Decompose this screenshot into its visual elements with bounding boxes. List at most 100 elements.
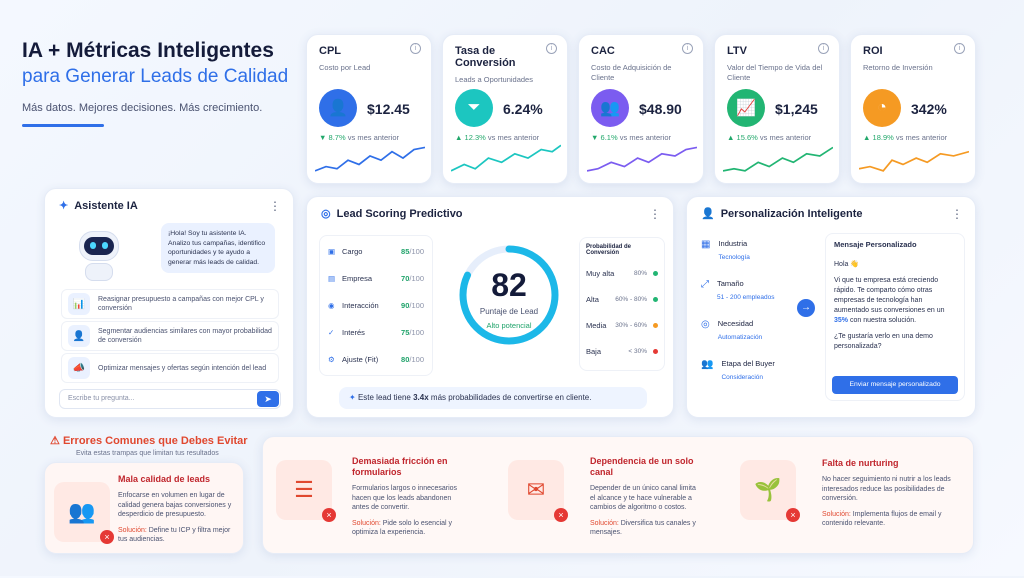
error-title: Dependencia de un solo canal	[590, 456, 694, 477]
sparkline	[451, 144, 561, 172]
more-options-icon[interactable]: ⋮	[649, 207, 661, 221]
criteria-row: ▤ Empresa 70/100	[328, 265, 424, 292]
page-subtitle: para Generar Leads de Calidad	[22, 66, 289, 87]
chart-icon: 📊	[68, 293, 90, 315]
error-desc: Enfocarse en volumen en lugar de calidad…	[118, 492, 232, 518]
criteria-score-value: 75	[401, 328, 410, 337]
scoring-title: Lead Scoring Predictivo	[336, 207, 463, 220]
info-icon[interactable]: i	[682, 43, 693, 54]
criteria-score-value: 70	[401, 274, 410, 283]
note-text: Este lead tiene	[357, 393, 411, 402]
kpi-value: $1,245	[775, 101, 818, 117]
message-title: Mensaje Personalizado	[834, 240, 917, 249]
expand-icon: ⤢	[701, 279, 709, 290]
megaphone-icon: 📣	[68, 357, 90, 379]
info-icon[interactable]: i	[954, 43, 965, 54]
more-options-icon[interactable]: ⋮	[951, 207, 963, 221]
note-text-end: más probabilidades de convertirse en cli…	[430, 393, 592, 402]
errors-card-group	[262, 436, 974, 554]
suggestion-item[interactable]: 📊 Reasignar presupuesto a campañas con me…	[61, 289, 279, 319]
info-icon[interactable]: i	[546, 43, 557, 54]
form-error-icon: ☰ ×	[276, 460, 336, 522]
criteria-label: Interacción	[342, 301, 379, 310]
attribute-value: Tecnología	[718, 254, 750, 261]
delta-arrow-icon: ▲	[727, 133, 735, 142]
kpi-title: CAC	[591, 45, 615, 57]
status-dot	[653, 348, 658, 354]
criteria-score-max: /100	[409, 301, 424, 310]
criteria-score-value: 80	[401, 355, 410, 364]
criteria-row: ◉ Interacción 90/100	[328, 292, 424, 319]
attribute-value: Automatización	[717, 334, 763, 341]
solution-text: Define tu ICP y filtra mejor tus audienc…	[118, 526, 231, 544]
kpi-card-cpl[interactable]: CPL Costo por Lead i 👤 $12.45 ▼ 8.7% vs …	[306, 34, 432, 184]
solution-label: Solución:	[118, 526, 147, 534]
kpi-title: LTV	[727, 45, 747, 57]
send-personal-message-button[interactable]: Enviar mensaje personalizado	[832, 376, 958, 394]
probability-label: Baja	[586, 346, 602, 356]
plant-icon: 🌱 ×	[740, 460, 800, 522]
kpi-subtitle: Costo de Adquisición de Cliente	[591, 63, 672, 82]
error-item: Mala calidad de leads Enfocarse en volume…	[118, 474, 238, 578]
error-x-icon: ×	[322, 508, 336, 522]
check-icon: ✓	[328, 328, 335, 337]
probability-row: Alta 60% - 80%	[586, 286, 658, 312]
kpi-card-ltv[interactable]: LTV Valor del Tiempo de Vida del Cliente…	[714, 34, 840, 184]
errors-title: Errores Comunes que Debes Evitar	[62, 435, 248, 447]
info-icon[interactable]: i	[410, 43, 421, 54]
error-title: Falta de nurturing	[822, 458, 899, 468]
kpi-card-roi[interactable]: ROI Retorno de Inversión i ◔ 342% ▲ 18.9…	[850, 34, 976, 184]
message-percent: 35%	[834, 317, 849, 324]
attribute-label: Industria	[718, 239, 748, 248]
probability-row: Muy alta 80%	[586, 260, 658, 286]
delta-value: 6.1%	[600, 133, 618, 142]
kpi-subtitle: Costo por Lead	[319, 63, 371, 72]
arrow-next-button[interactable]: →	[797, 299, 815, 317]
message-hello: Hola 👋	[834, 261, 860, 268]
kpi-card-cac[interactable]: CAC Costo de Adquisición de Cliente i 👥 …	[578, 34, 704, 184]
criteria-row: ▣ Cargo 85/100	[328, 238, 424, 265]
probability-label: Muy alta	[586, 268, 615, 278]
kpi-delta: ▼ 6.1% vs mes anterior	[591, 133, 671, 142]
kpi-subtitle: Valor del Tiempo de Vida del Cliente	[727, 63, 823, 82]
suggestion-item[interactable]: 📣 Optimizar mensajes y ofertas según inte…	[61, 353, 279, 383]
score-level: Alto potencial	[486, 321, 532, 330]
personal-attribute: ⤢ Tamaño 51 - 200 empleados	[695, 275, 791, 311]
suggestion-text: Segmentar audiencias similares con mayor…	[98, 328, 272, 344]
suggestion-item[interactable]: 👤 Segmentar audiencias similares con mayo…	[61, 321, 279, 351]
errors-header: ⚠ Errores Comunes que Debes Evitar	[50, 434, 248, 447]
error-solution: Solución: Define tu ICP y filtra mejor t…	[118, 526, 238, 545]
criteria-score-max: /100	[409, 247, 424, 256]
delta-arrow-icon: ▼	[319, 133, 327, 142]
kpi-delta: ▲ 18.9% vs mes anterior	[863, 133, 947, 142]
solution-label: Solución:	[590, 519, 619, 527]
briefcase-icon: ▣	[328, 247, 336, 256]
attribute-label: Tamaño	[717, 279, 744, 288]
chat-input[interactable]: Escribe tu pregunta...	[59, 389, 281, 409]
funnel-icon: ⏷	[455, 89, 493, 127]
suggestion-text: Optimizar mensajes y ofertas según inten…	[98, 364, 267, 372]
warning-icon: ⚠	[50, 435, 60, 447]
error-desc: No hacer seguimiento ni nutrir a los lea…	[822, 476, 951, 502]
building-icon: ▦	[701, 239, 711, 250]
more-options-icon[interactable]: ⋮	[269, 199, 281, 213]
delta-text: vs mes anterior	[895, 133, 948, 142]
personal-attribute: ◎ Necesidad Automatización	[695, 315, 791, 351]
solution-text: Pide solo lo esencial y optimiza la expe…	[352, 519, 453, 537]
message-body-end: con nuestra solución.	[849, 317, 917, 324]
kpi-card-tasa-de-conversi-n[interactable]: Tasa de Conversión Leads a Oportunidades…	[442, 34, 568, 184]
personal-attribute: 👥 Etapa del Buyer Consideración	[695, 355, 791, 391]
hero: IA + Métricas Inteligentes para Generar …	[22, 38, 302, 127]
sparkle-icon: ✦	[59, 200, 69, 212]
tagline: Más datos. Mejores decisiones. Más creci…	[22, 102, 263, 114]
group-icon: 👥	[591, 89, 629, 127]
brain-icon: ◎	[321, 208, 331, 220]
error-solution: Solución: Diversifica tus canales y mens…	[590, 519, 696, 538]
sparkline	[587, 146, 697, 172]
channels-icon: ✉ ×	[508, 460, 568, 522]
info-icon[interactable]: i	[818, 43, 829, 54]
solution-text: Diversifica tus canales y mensajes.	[590, 519, 696, 537]
send-button[interactable]: ➤	[257, 391, 279, 407]
delta-text: vs mes anterior	[759, 133, 812, 142]
solution-label: Solución:	[822, 510, 851, 518]
